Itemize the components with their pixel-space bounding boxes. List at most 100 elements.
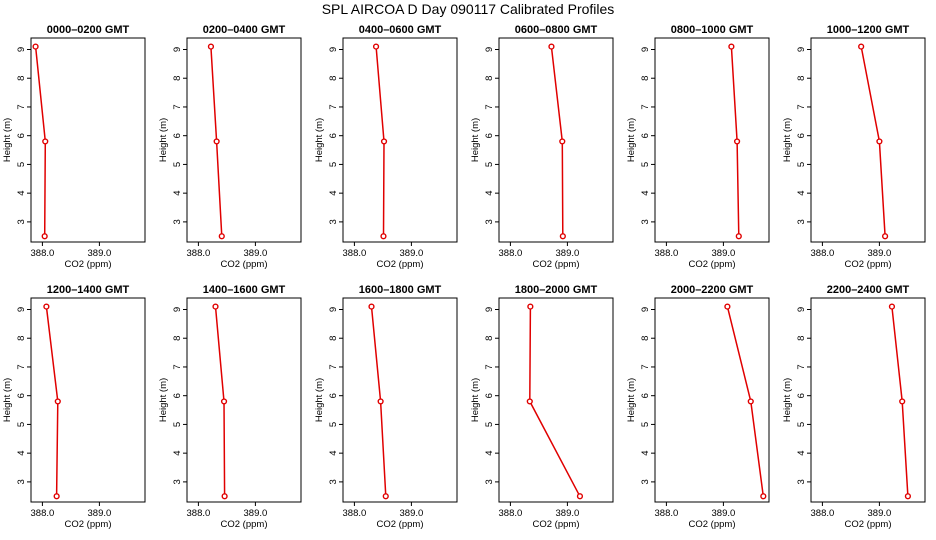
x-axis-label: CO2 (ppm) <box>65 259 112 270</box>
y-tick-label: 6 <box>16 133 27 138</box>
plot-frame <box>654 37 770 243</box>
y-tick-label: 9 <box>640 307 651 312</box>
y-tick-label: 3 <box>16 219 27 224</box>
plot-frame <box>810 297 926 503</box>
panel-title: 2200–2400 GMT <box>827 284 910 296</box>
y-tick-label: 5 <box>796 422 807 427</box>
x-tick-label: 388.0 <box>343 248 367 259</box>
panel-title: 1200–1400 GMT <box>47 284 130 296</box>
y-tick-label: 7 <box>16 104 27 109</box>
x-tick-label: 389.0 <box>400 508 424 519</box>
plot-frame <box>30 37 146 243</box>
data-point <box>724 303 731 310</box>
x-tick-label: 389.0 <box>868 508 892 519</box>
y-tick-label: 7 <box>328 364 339 369</box>
data-point <box>760 493 767 500</box>
y-tick-label: 3 <box>328 219 339 224</box>
data-point <box>377 398 384 405</box>
y-tick-label: 5 <box>328 162 339 167</box>
data-point <box>53 493 60 500</box>
x-tick-label: 389.0 <box>868 248 892 259</box>
y-tick-label: 5 <box>172 162 183 167</box>
plot-frame <box>186 37 302 243</box>
y-tick-label: 4 <box>796 451 807 456</box>
y-tick-label: 6 <box>328 133 339 138</box>
x-tick-label: 388.0 <box>187 248 211 259</box>
x-tick-label: 388.0 <box>655 248 679 259</box>
y-axis-label: Height (m) <box>314 378 325 422</box>
y-tick-label: 5 <box>328 422 339 427</box>
data-point <box>888 303 896 310</box>
y-tick-label: 8 <box>328 76 339 81</box>
x-tick-label: 388.0 <box>343 508 367 519</box>
panel-title: 0600–0800 GMT <box>515 24 598 36</box>
y-tick-label: 7 <box>16 364 27 369</box>
x-axis-label: CO2 (ppm) <box>221 259 268 270</box>
y-tick-label: 7 <box>172 104 183 109</box>
y-tick-label: 5 <box>484 422 495 427</box>
y-tick-label: 3 <box>328 479 339 484</box>
y-tick-label: 3 <box>640 479 651 484</box>
y-tick-label: 8 <box>640 76 651 81</box>
data-point <box>213 138 220 145</box>
y-tick-label: 9 <box>172 47 183 52</box>
y-tick-label: 4 <box>796 191 807 196</box>
y-tick-label: 7 <box>484 364 495 369</box>
y-tick-label: 8 <box>328 336 339 341</box>
y-tick-label: 9 <box>796 307 807 312</box>
y-tick-label: 8 <box>484 336 495 341</box>
y-tick-label: 5 <box>640 162 651 167</box>
panel-title: 0000–0200 GMT <box>47 24 130 36</box>
y-axis-label: Height (m) <box>470 378 481 422</box>
y-tick-label: 8 <box>796 76 807 81</box>
y-tick-label: 9 <box>328 47 339 52</box>
data-point <box>54 398 61 405</box>
plot-frame <box>30 297 146 503</box>
panel-title: 0800–1000 GMT <box>671 24 754 36</box>
data-point <box>382 493 389 500</box>
plot-frame <box>498 37 614 243</box>
data-point <box>42 138 49 145</box>
y-tick-label: 8 <box>16 336 27 341</box>
y-tick-label: 5 <box>484 162 495 167</box>
data-point <box>735 233 742 240</box>
panel-title: 1400–1600 GMT <box>203 284 286 296</box>
y-tick-label: 4 <box>172 451 183 456</box>
data-point <box>548 43 555 50</box>
y-tick-label: 6 <box>172 133 183 138</box>
y-tick-label: 5 <box>640 422 651 427</box>
y-tick-label: 6 <box>640 133 651 138</box>
profile-line <box>529 306 581 497</box>
plot-frame <box>498 297 614 503</box>
y-tick-label: 6 <box>172 393 183 398</box>
x-tick-label: 388.0 <box>31 248 55 259</box>
y-tick-label: 6 <box>640 393 651 398</box>
data-point <box>881 233 889 240</box>
x-tick-label: 389.0 <box>88 248 112 259</box>
data-point <box>218 233 225 240</box>
plot-frame <box>186 297 302 503</box>
data-point <box>32 43 39 50</box>
y-tick-label: 7 <box>796 364 807 369</box>
panel-title: 2000–2200 GMT <box>671 284 754 296</box>
y-tick-label: 7 <box>328 104 339 109</box>
y-axis-label: Height (m) <box>2 118 13 162</box>
x-axis-label: CO2 (ppm) <box>65 519 112 530</box>
y-tick-label: 3 <box>16 479 27 484</box>
y-tick-label: 6 <box>328 393 339 398</box>
y-tick-label: 4 <box>16 451 27 456</box>
y-axis-label: Height (m) <box>470 118 481 162</box>
x-tick-label: 389.0 <box>88 508 112 519</box>
data-point <box>728 43 735 50</box>
panel-title: 0400–0600 GMT <box>359 24 442 36</box>
y-axis-label: Height (m) <box>626 378 637 422</box>
plot-frame <box>810 37 926 243</box>
data-point <box>41 233 48 240</box>
y-tick-label: 5 <box>16 162 27 167</box>
